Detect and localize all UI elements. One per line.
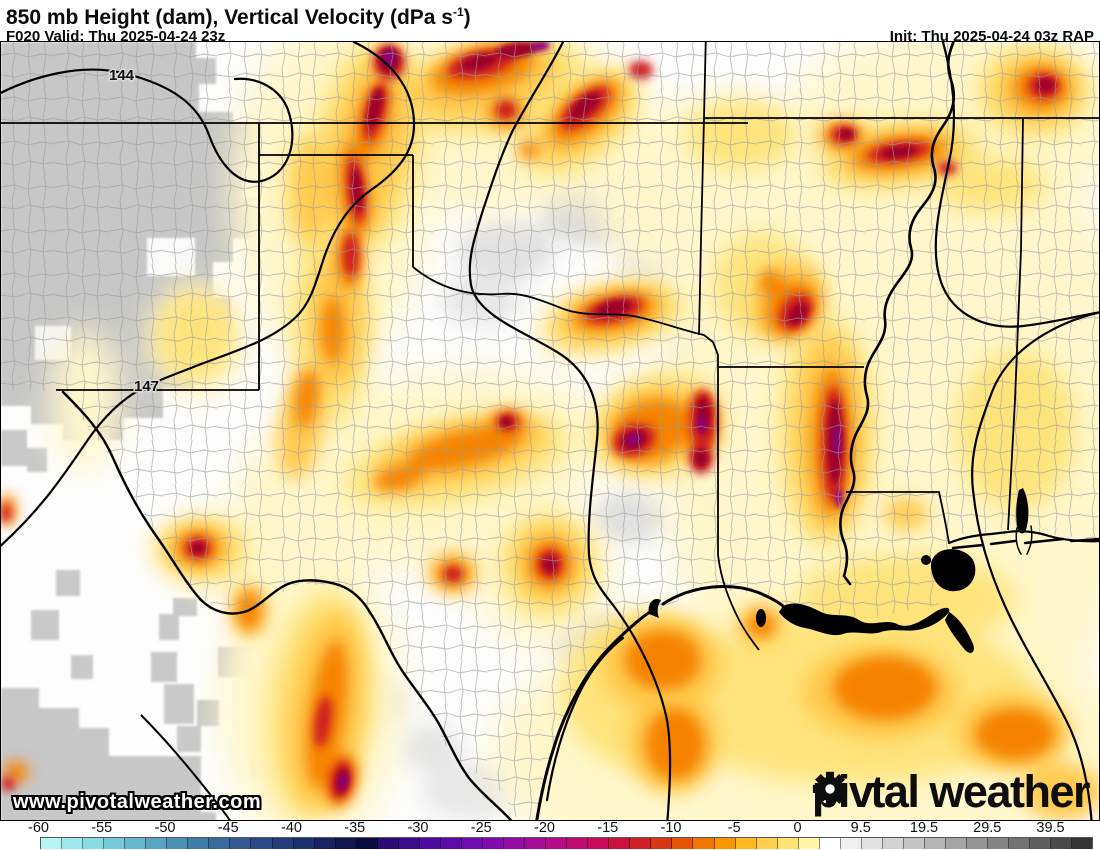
colorbar-cell (735, 838, 757, 849)
colorbar-cell (83, 838, 105, 849)
colorbar-tick-label: -10 (660, 820, 682, 836)
header: 850 mb Height (dam), Vertical Velocity (… (0, 0, 1100, 45)
colorbar-cell (272, 838, 294, 849)
title-superscript: -1 (453, 5, 464, 19)
colorbar-cell (461, 838, 483, 849)
colorbar-cell (567, 838, 589, 849)
colorbar-tick-label: -50 (154, 820, 176, 836)
colorbar-cell (882, 838, 904, 849)
watermark-url: www.pivotalweather.com (13, 791, 262, 813)
state-borders-layer (1, 42, 1099, 820)
colorbar-cell (777, 838, 799, 849)
colorbar-tick-label: -30 (407, 820, 429, 836)
colorbar-cell (630, 838, 652, 849)
colorbar-cell (167, 838, 189, 849)
colorbar-cell (988, 838, 1010, 849)
colorbar-cell (819, 838, 841, 849)
colorbar-cell (377, 838, 399, 849)
colorbar-ticks: -60 -55 -50 -45 -40 -35 -30 -25 -20 -15 -10 -5 0 9.5 1… (0, 821, 1100, 837)
colorbar-tick-label: -15 (597, 820, 619, 836)
colorbar-tick-label: 39.5 (1036, 820, 1065, 836)
colorbar-cell (1051, 838, 1073, 849)
colorbar-cell (609, 838, 631, 849)
colorbar-cell (967, 838, 989, 849)
colorbar-cell (1072, 838, 1093, 849)
init-time-label: Init: Thu 2025-04-24 03z RAP (889, 28, 1094, 45)
colorbar-tick-label: -45 (217, 820, 239, 836)
colorbar-cell (356, 838, 378, 849)
colorbar-cell (756, 838, 778, 849)
colorbar-tick-label: 29.5 (973, 820, 1002, 836)
colorbar-cell (840, 838, 862, 849)
colorbar-cell (525, 838, 547, 849)
colorbar-cell (398, 838, 420, 849)
colorbar-cell (440, 838, 462, 849)
colorbar-cell (714, 838, 736, 849)
colorbar-cell (672, 838, 694, 849)
colorbar-cell (293, 838, 315, 849)
contour-label-147: 147 (134, 378, 159, 395)
colorbar-cell (419, 838, 441, 849)
colorbar-cell (125, 838, 147, 849)
pivotal-weather-logo: piv tal weather (812, 766, 1091, 817)
colorbar-cell (335, 838, 357, 849)
contour-label-144: 144 (109, 67, 135, 84)
colorbar-cell (903, 838, 925, 849)
colorbar-cell (861, 838, 883, 849)
weather-map-canvas: 144 147 (1, 42, 1099, 820)
colorbar-cells (40, 837, 1093, 849)
colorbar-tick-label: -60 (28, 820, 49, 836)
colorbar-cell (62, 838, 84, 849)
colorbar-tick-label: -5 (727, 820, 741, 836)
colorbar-cell (314, 838, 336, 849)
colorbar-cell (546, 838, 568, 849)
colorbar-cell (798, 838, 820, 849)
colorbar-cell (1009, 838, 1031, 849)
colorbar-tick-label: -25 (470, 820, 492, 836)
colorbar-cell (188, 838, 210, 849)
page-title: 850 mb Height (dam), Vertical Velocity (… (6, 5, 471, 29)
colorbar-cell (924, 838, 947, 849)
colorbar-cell (230, 838, 252, 849)
colorbar-tick-label: -55 (91, 820, 113, 836)
colorbar-tick-label: -20 (534, 820, 555, 836)
colorbar-cell (504, 838, 526, 849)
colorbar-tick-label: -35 (344, 820, 366, 836)
colorbar-tick-label: -40 (281, 820, 302, 836)
logo-text-post: tal weather (870, 766, 1090, 817)
colorbar-cell (651, 838, 673, 849)
height-contours-layer (1, 42, 1099, 820)
colorbar-cell (1030, 838, 1052, 849)
colorbar: -60 -55 -50 -45 -40 -35 -30 -25 -20 -15 -10 -5 0 9.5 1… (0, 821, 1100, 849)
colorbar-cell (41, 838, 63, 849)
valid-time-label: F020 Valid: Thu 2025-04-24 23z (6, 28, 226, 45)
colorbar-cell (946, 838, 968, 849)
colorbar-cell (482, 838, 505, 849)
colorbar-cell (146, 838, 168, 849)
map-area: 144 147 www.pivotalweather.com piv (0, 41, 1100, 821)
colorbar-cell (104, 838, 126, 849)
colorbar-cell (251, 838, 273, 849)
colorbar-cell (209, 838, 231, 849)
colorbar-cell (588, 838, 610, 849)
colorbar-tick-label: 19.5 (909, 820, 939, 836)
colorbar-tick-label: 0 (793, 820, 802, 836)
colorbar-cell (693, 838, 715, 849)
colorbar-tick-label: 9.5 (850, 820, 871, 836)
